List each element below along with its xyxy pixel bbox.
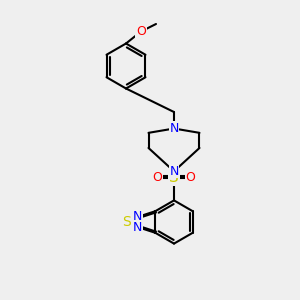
Text: O: O [186,171,195,184]
Text: S: S [122,215,131,229]
Text: N: N [169,165,179,178]
Text: O: O [153,171,162,184]
Text: O: O [136,25,146,38]
Text: N: N [133,220,142,234]
Text: N: N [169,122,179,135]
Text: N: N [133,210,142,224]
Text: S: S [169,170,179,185]
